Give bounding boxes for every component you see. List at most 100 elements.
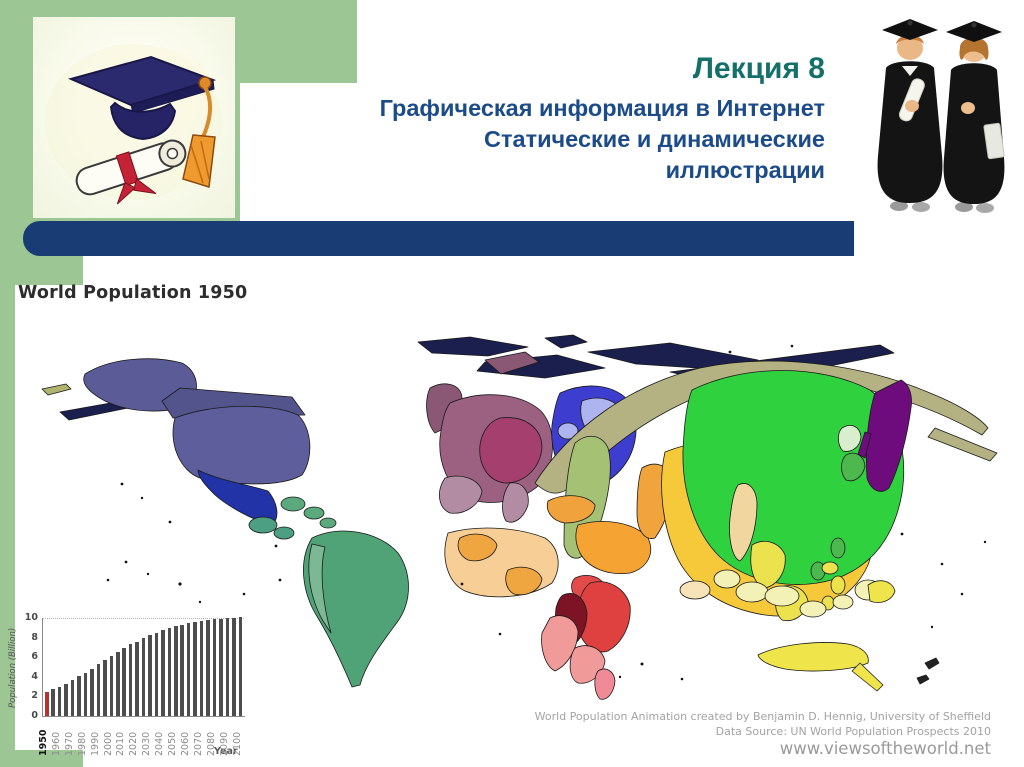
region-central-america [248, 516, 295, 540]
chart-bar [161, 629, 165, 716]
chart-bar [238, 617, 243, 716]
region-japan-2 [857, 431, 872, 459]
chart-bar [128, 644, 133, 716]
subtitle-line-1: Графическая информация в Интернет [379, 95, 825, 121]
graduation-cap-icon [45, 44, 221, 205]
region-hawaii [41, 383, 72, 396]
chart-x-tick: 2030 [141, 731, 153, 756]
region-south-africa [541, 615, 579, 672]
graduates-icon [877, 19, 1005, 213]
region-west-africa [457, 533, 498, 562]
region-scandinavia [484, 351, 540, 375]
chart-y-tick: 10 [24, 612, 38, 623]
chart-bar [199, 620, 204, 716]
slide-title: Лекция 8 [692, 52, 825, 85]
population-chart: Population (Billion) Year 0 2 4 6 8 10 1950 196… [6, 588, 268, 764]
chart-bar [90, 668, 94, 716]
region-middle-east [575, 521, 652, 575]
region-indonesia [713, 569, 882, 618]
chart-bar [225, 618, 230, 716]
region-madagascar [594, 668, 616, 700]
chart-bar [77, 675, 81, 716]
chart-gridline-10 [42, 618, 244, 619]
chart-bar [167, 627, 172, 716]
credit-site-url: www.viewsoftheworld.net [779, 739, 991, 758]
chart-x-tick: 1960 [50, 731, 62, 756]
subtitle-line-2: Статические и динамические [484, 126, 825, 152]
chart-x-tick: 1990 [89, 731, 101, 756]
chart-bar [193, 621, 197, 716]
chart-bar [109, 656, 114, 716]
chart-x-tick: 2080 [205, 731, 217, 756]
chart-bar [141, 637, 146, 716]
region-tasmania-tail [851, 662, 884, 692]
chart-y-tick: 6 [31, 651, 38, 663]
region-thailand [750, 541, 786, 589]
region-sri-lanka [679, 580, 711, 600]
chart-x-tick: 2020 [128, 731, 140, 756]
slide-subtitle: Графическая информация в Интернет Статич… [205, 93, 825, 186]
region-siberia-east [927, 427, 998, 462]
region-iberia [439, 475, 483, 514]
population-cartogram [41, 334, 998, 700]
chart-bar [115, 652, 120, 716]
region-germany [479, 417, 543, 484]
chart-bar [212, 618, 217, 716]
region-poland [557, 422, 579, 440]
chart-bar [45, 691, 49, 716]
chart-y-tick: 2 [31, 690, 38, 702]
chart-x-tick: 2070 [192, 731, 204, 756]
credit-line-1: World Population Animation created by Be… [534, 710, 991, 723]
chart-bar [96, 664, 101, 716]
chart-bar [148, 634, 152, 716]
region-new-zealand [916, 657, 940, 685]
chart-y-tick: 8 [31, 631, 38, 643]
chart-bar [57, 686, 62, 716]
region-png [867, 580, 896, 603]
chart-x-tick: 2100 [231, 731, 243, 756]
map-heading: World Population 1950 [18, 283, 248, 303]
chart-x-axis-label: Year [214, 746, 238, 757]
chart-x-tick: 1980 [76, 731, 88, 756]
chart-bar [103, 660, 107, 716]
chart-x-tick: 1970 [63, 731, 75, 756]
chart-bar [154, 632, 159, 716]
region-south-america [303, 530, 409, 688]
region-burma [729, 483, 758, 562]
graduation-cap-image [33, 17, 235, 218]
graduates-image [872, 6, 1012, 214]
chart-x-tick: 2050 [167, 731, 178, 756]
credit-line-2: Data Source: UN World Population Prospec… [715, 725, 991, 738]
chart-x-tick: 2060 [179, 731, 191, 756]
population-chart-plot [42, 617, 245, 717]
chart-bar [186, 622, 191, 716]
pacific-islands [106, 344, 987, 681]
chart-x-tick: 1950 [38, 729, 49, 756]
chart-bar [51, 688, 56, 716]
region-caribbean [280, 496, 337, 529]
chart-bar [135, 641, 139, 716]
chart-x-tick: 2090 [218, 731, 230, 756]
chart-bar [70, 679, 75, 716]
region-taiwan [830, 537, 846, 559]
region-nigeria [505, 566, 543, 596]
chart-x-tick: 2010 [115, 731, 127, 756]
chart-bar [232, 618, 236, 716]
chart-y-tick: 4 [31, 670, 38, 682]
chart-x-tick: 2040 [154, 731, 166, 756]
chart-bar [174, 625, 178, 716]
map-credits: World Population Animation created by Be… [535, 709, 991, 759]
chart-bar [83, 672, 88, 716]
chart-y-tick: 0 [31, 710, 38, 721]
region-italy [502, 482, 529, 523]
chart-bar [122, 648, 126, 716]
region-turkey [546, 495, 596, 524]
region-north-korea [837, 425, 862, 452]
region-usa [172, 405, 311, 485]
chart-bar [180, 624, 185, 716]
chart-bar [64, 683, 68, 716]
subtitle-line-3: иллюстрации [665, 157, 825, 183]
region-australia [757, 642, 869, 672]
chart-bar [219, 618, 223, 716]
region-siberia [534, 360, 989, 494]
